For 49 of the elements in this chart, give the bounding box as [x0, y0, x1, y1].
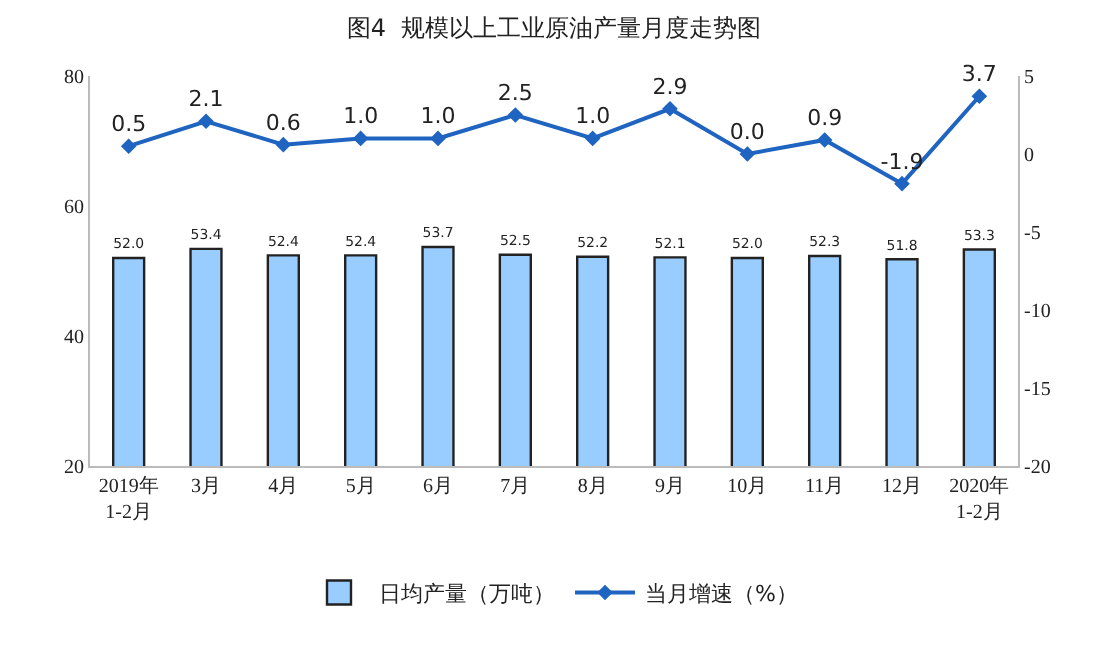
data-label: 3.7: [961, 61, 997, 88]
y2-tick-label: -5: [1024, 223, 1041, 245]
data-label: 2.9: [652, 73, 688, 100]
point: [816, 132, 833, 148]
point: [120, 138, 137, 154]
x-tick-label: 6月: [423, 476, 453, 498]
y2-tick-label: 0: [1024, 145, 1034, 167]
data-label: 0.6: [265, 109, 301, 136]
data-label: -1.9: [880, 148, 924, 175]
y2-tick-label: -20: [1024, 457, 1051, 479]
data-label: 2.5: [497, 80, 533, 106]
x-tick-label: 7月: [500, 476, 531, 498]
y-tick-label: 80: [64, 67, 84, 89]
x-tick-label: 2019年 1-2月: [98, 474, 159, 524]
x-tick-label: 3月: [191, 476, 221, 498]
x-tick-label: 4月: [268, 476, 299, 498]
x-tick-label: 9月: [655, 476, 685, 498]
y-tick-label: 60: [64, 197, 84, 219]
x-tick-label: 11月: [805, 476, 845, 498]
point: [739, 146, 756, 162]
legend-label: 日均产量（万吨）: [379, 581, 555, 608]
y2-tick-label: 5: [1024, 67, 1034, 89]
point: [352, 130, 369, 147]
point: [275, 136, 292, 153]
y-tick-label: 40: [64, 327, 84, 349]
point: [430, 130, 446, 147]
x-tick-label: 5月: [345, 476, 376, 498]
data-label: 0.0: [729, 119, 765, 145]
point: [507, 107, 524, 123]
legend-label: 当月增速（%）: [645, 581, 798, 608]
data-label: 0.9: [807, 104, 843, 131]
point: [894, 175, 910, 192]
chart-title: 图4 规模以上工业原油产量月度走势图: [346, 14, 762, 43]
point: [971, 88, 988, 105]
data-label: 2.1: [188, 86, 224, 113]
y2-tick-label: -15: [1024, 379, 1051, 401]
point: [662, 100, 678, 117]
point: [584, 130, 601, 147]
data-label: 1.0: [343, 103, 379, 130]
data-label: 0.5: [111, 111, 147, 138]
x-tick-label: 8月: [577, 476, 608, 498]
y2-tick-label: -10: [1024, 301, 1051, 323]
data-label: 1.0: [420, 103, 456, 130]
x-tick-label: 10月: [727, 476, 768, 498]
y-tick-label: 20: [64, 457, 84, 479]
x-tick-label: 12月: [882, 476, 922, 498]
point: [198, 113, 214, 130]
x-tick-label: 2020年 1-2月: [949, 474, 1010, 524]
data-label: 1.0: [575, 103, 611, 130]
